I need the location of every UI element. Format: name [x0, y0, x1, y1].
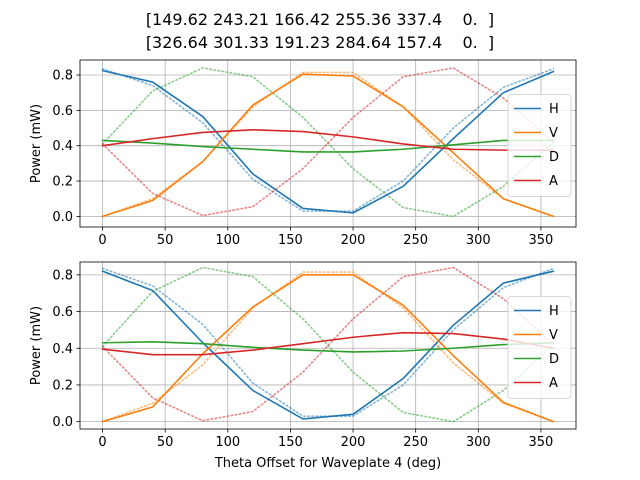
x-tick-label: 350	[529, 435, 554, 450]
y-axis-label: Power (mW)	[29, 104, 44, 183]
y-tick-label: 0.4	[52, 139, 73, 154]
x-tick-label: 300	[466, 233, 491, 248]
x-tick-label: 150	[278, 233, 303, 248]
figure-title-line-2: [326.64 301.33 191.23 284.64 157.4 0. ]	[145, 33, 495, 52]
x-tick-label: 0	[98, 233, 106, 248]
series-line-D	[101, 139, 555, 153]
reference-dotted-line-5	[101, 271, 555, 423]
y-tick-label: 0.0	[52, 415, 73, 430]
x-tick-label: 50	[157, 435, 174, 450]
axes-frame	[79, 59, 577, 228]
figure-title-line-1: [149.62 243.21 166.42 255.36 337.4 0. ]	[145, 10, 495, 29]
x-axis-label: Theta Offset for Waveplate 4 (deg)	[214, 456, 441, 471]
x-tick-label: 250	[403, 435, 428, 450]
legend-label-A: A	[549, 376, 558, 391]
x-tick-label: 100	[215, 435, 240, 450]
legend-label-D: D	[549, 352, 559, 367]
y-tick-label: 0.2	[52, 378, 73, 393]
y-axis-label: Power (mW)	[29, 306, 44, 385]
series-line-V	[101, 73, 555, 218]
legend-label-V: V	[549, 126, 558, 141]
series-line-A	[101, 331, 555, 356]
y-tick-label: 0.6	[52, 104, 73, 119]
bottom-chart-panel: 0 50 100 150 200 250 300 350 0.0 0.2 0.4 0.6 0.8 Powe…	[29, 261, 577, 471]
legend-label-V: V	[549, 328, 558, 343]
series-line-V	[101, 274, 555, 423]
reference-dotted-line-4	[101, 68, 555, 212]
x-tick-label: 250	[403, 233, 428, 248]
y-tick-label: 0.8	[52, 268, 73, 283]
series-line-H	[101, 270, 555, 420]
legend-box	[507, 296, 572, 399]
y-tick-label: 0.4	[52, 342, 73, 357]
legend-label-H: H	[549, 304, 559, 319]
legend-label-A: A	[549, 174, 558, 189]
series-line-H	[101, 69, 555, 214]
x-tick-label: 200	[341, 435, 366, 450]
x-tick-label: 100	[215, 233, 240, 248]
y-tick-label: 0.8	[52, 69, 73, 84]
axes-frame	[79, 261, 577, 430]
x-tick-label: 0	[98, 435, 106, 450]
x-tick-label: 50	[157, 233, 174, 248]
reference-dotted-line-5	[101, 71, 555, 218]
top-chart-panel: 0 50 100 150 200 250 300 350 0.0 0.2 0.4 0.6 0.8 Powe…	[29, 59, 577, 248]
legend-label-H: H	[549, 102, 559, 117]
x-tick-label: 350	[529, 233, 554, 248]
legend-box	[507, 94, 572, 197]
y-tick-label: 0.0	[52, 210, 73, 225]
series-line-A	[101, 129, 555, 151]
x-tick-label: 300	[466, 435, 491, 450]
reference-dotted-line-7	[101, 67, 555, 217]
y-tick-label: 0.2	[52, 175, 73, 190]
y-tick-label: 0.6	[52, 305, 73, 320]
legend-label-D: D	[549, 150, 559, 165]
x-tick-label: 150	[278, 435, 303, 450]
reference-dotted-line-7	[101, 266, 555, 422]
series-line-D	[101, 341, 555, 353]
x-tick-label: 200	[341, 233, 366, 248]
